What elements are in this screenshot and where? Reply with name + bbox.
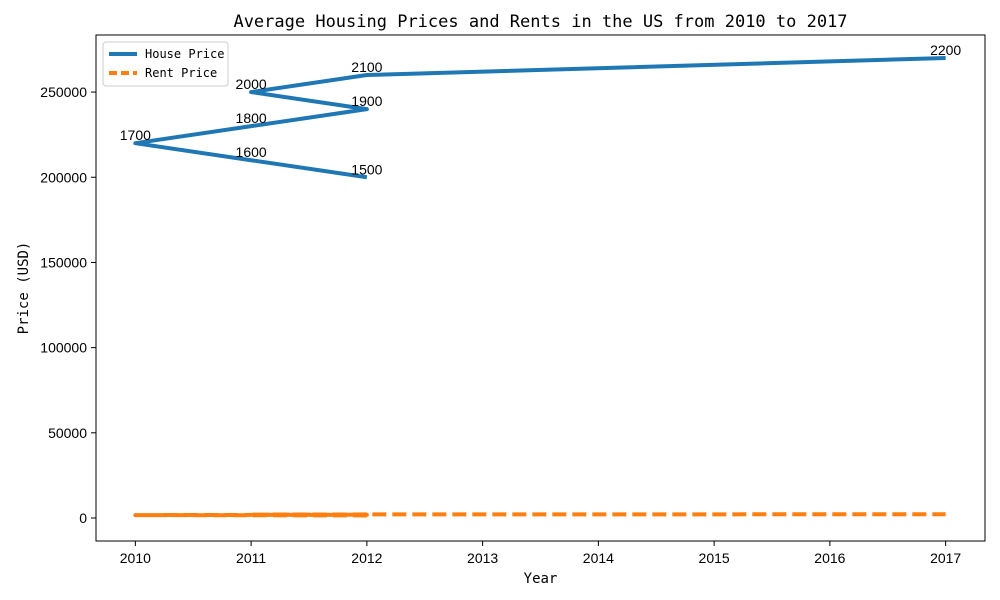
data-label: 2200 xyxy=(930,42,961,58)
data-label: 1700 xyxy=(120,127,151,143)
legend-entry-1: Rent Price xyxy=(145,66,217,80)
y-tick-label: 100000 xyxy=(40,340,87,356)
data-label: 2000 xyxy=(236,76,267,92)
x-tick-label: 2017 xyxy=(930,550,961,566)
y-tick-label: 150000 xyxy=(40,254,87,270)
data-label: 1600 xyxy=(236,144,267,160)
y-axis-label: Price (USD) xyxy=(16,242,32,335)
data-label: 1900 xyxy=(351,93,382,109)
data-label: 2100 xyxy=(351,59,382,75)
y-tick-label: 0 xyxy=(79,510,87,526)
data-label: 1500 xyxy=(351,161,382,177)
series-line-0 xyxy=(133,56,946,180)
plot-frame xyxy=(95,34,986,542)
legend-entry-0: House Price xyxy=(145,47,224,61)
x-tick-label: 2011 xyxy=(236,550,266,566)
y-tick-label: 50000 xyxy=(48,425,87,441)
x-tick-label: 2012 xyxy=(351,550,382,566)
y-tick-label: 200000 xyxy=(40,169,87,185)
x-tick-label: 2013 xyxy=(467,550,498,566)
x-tick-label: 2016 xyxy=(814,550,845,566)
x-tick-label: 2010 xyxy=(120,550,151,566)
x-axis-label: Year xyxy=(524,571,558,587)
chart-title: Average Housing Prices and Rents in the … xyxy=(233,12,847,32)
y-tick-label: 250000 xyxy=(40,84,87,100)
x-tick-label: 2015 xyxy=(699,550,730,566)
series-line-1 xyxy=(133,512,946,518)
data-label: 1800 xyxy=(236,110,267,126)
x-tick-label: 2014 xyxy=(583,550,614,566)
